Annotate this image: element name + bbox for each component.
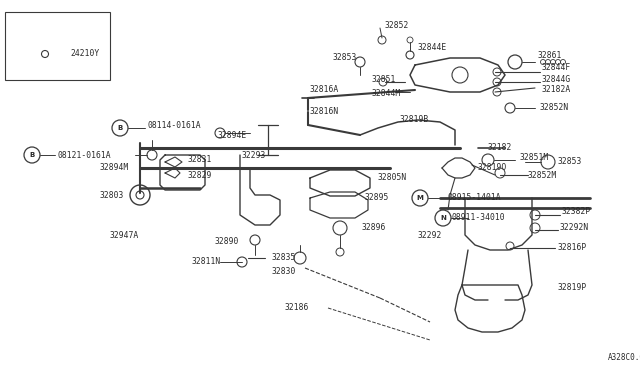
Text: 32819O: 32819O [478,164,508,173]
Text: 08121-0161A: 08121-0161A [58,151,111,160]
Text: 32382P: 32382P [562,208,591,217]
Text: 32803: 32803 [100,190,124,199]
Text: 32182: 32182 [488,144,513,153]
Text: 32947A: 32947A [110,231,140,240]
Text: 32890: 32890 [215,237,239,247]
Text: 24210Y: 24210Y [70,48,99,58]
Text: 32292: 32292 [418,231,442,240]
Bar [5,12,110,80]
Text: 32853: 32853 [558,157,582,167]
Text: A328C0.05: A328C0.05 [608,353,640,362]
Text: 32186: 32186 [285,304,309,312]
Text: 32895: 32895 [365,193,389,202]
Text: 32844G: 32844G [542,76,572,84]
Text: 32844M: 32844M [372,89,401,97]
Text: 32819B: 32819B [400,115,429,125]
Text: 32852M: 32852M [528,170,557,180]
Text: 32861: 32861 [538,51,563,60]
Text: 32293: 32293 [242,151,266,160]
Text: 32829: 32829 [188,170,212,180]
Text: 32844F: 32844F [542,64,572,73]
Text: 08911-34010: 08911-34010 [452,214,506,222]
Text: 32851M: 32851M [520,154,549,163]
Text: 32852N: 32852N [540,103,569,112]
Text: 32816A: 32816A [310,86,339,94]
Text: 32182A: 32182A [542,86,572,94]
Text: 08915-1401A: 08915-1401A [448,193,502,202]
Text: 08114-0161A: 08114-0161A [148,121,202,129]
Text: B: B [29,152,35,158]
Text: 32894E: 32894E [218,131,247,140]
Text: 32805N: 32805N [378,173,407,183]
Text: 32292N: 32292N [560,224,589,232]
Text: 32851: 32851 [372,76,396,84]
Text: 32811N: 32811N [192,257,221,266]
Text: 32896: 32896 [362,224,387,232]
Text: B: B [117,125,123,131]
Text: 32816P: 32816P [558,244,588,253]
Text: 32853: 32853 [333,54,357,62]
Text: N: N [440,215,446,221]
Text: 32835: 32835 [272,253,296,263]
Text: 32894M: 32894M [100,164,129,173]
Text: M: M [417,195,424,201]
Text: 32852: 32852 [385,20,410,29]
Text: 32844E: 32844E [418,44,447,52]
Text: 32831: 32831 [188,155,212,164]
Text: 32830: 32830 [272,267,296,276]
Text: 32816N: 32816N [310,108,339,116]
Text: 32819P: 32819P [558,283,588,292]
